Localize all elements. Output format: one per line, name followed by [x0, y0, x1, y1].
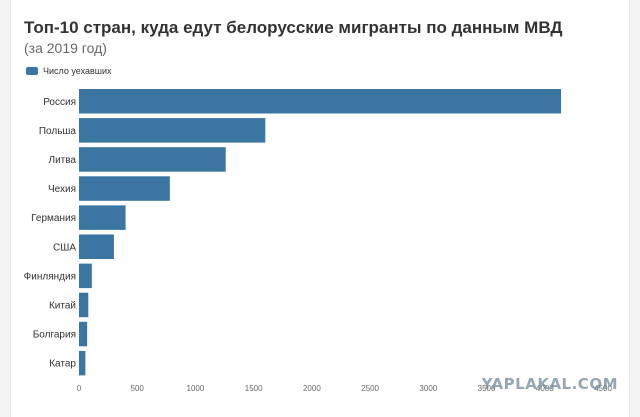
x-tick-label: 4500 [594, 384, 612, 393]
x-tick-label: 1000 [187, 384, 205, 393]
page-frame-left [0, 0, 11, 417]
chart-title: Топ-10 стран, куда едут белорусские мигр… [24, 18, 563, 37]
x-tick-label: 1500 [245, 384, 263, 393]
bar-8[interactable] [79, 321, 88, 347]
page-frame-right [629, 0, 640, 417]
bar-9[interactable] [79, 350, 86, 376]
watermark-logo: YAPLAKAL.COM [481, 375, 618, 393]
legend-label: Число уехавших [43, 66, 112, 76]
category-label: Болгария [33, 330, 76, 341]
legend-swatch [26, 67, 38, 75]
x-tick-label: 500 [131, 384, 145, 393]
bar-0[interactable] [79, 89, 562, 114]
bar-6[interactable] [79, 263, 92, 289]
category-label: Катар [49, 359, 76, 370]
bar-4[interactable] [79, 205, 126, 230]
bar-3[interactable] [79, 176, 170, 201]
category-label: Чехия [48, 184, 76, 195]
x-tick-label: 2000 [303, 384, 321, 393]
category-label: Финляндия [24, 271, 76, 282]
category-label: Россия [43, 97, 76, 108]
chart-legend[interactable]: Число уехавших [26, 66, 112, 76]
x-tick-label: 3000 [419, 384, 437, 393]
bar-7[interactable] [79, 292, 89, 318]
chart-subtitle: (за 2019 год) [24, 40, 107, 56]
category-label: Польша [39, 126, 77, 137]
x-tick-label: 3500 [478, 384, 496, 393]
bar-2[interactable] [79, 147, 226, 172]
x-tick-label: 2500 [361, 384, 379, 393]
bar-5[interactable] [79, 234, 114, 260]
category-label: США [53, 242, 76, 253]
x-tick-label: 4000 [536, 384, 554, 393]
category-label: Литва [49, 155, 77, 166]
category-label: Китай [49, 300, 76, 311]
bar-1[interactable] [79, 118, 266, 143]
x-tick-label: 0 [77, 384, 82, 393]
category-label: Германия [31, 213, 76, 224]
